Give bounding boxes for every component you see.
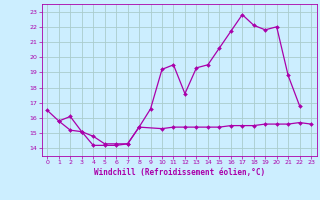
X-axis label: Windchill (Refroidissement éolien,°C): Windchill (Refroidissement éolien,°C) [94, 168, 265, 177]
